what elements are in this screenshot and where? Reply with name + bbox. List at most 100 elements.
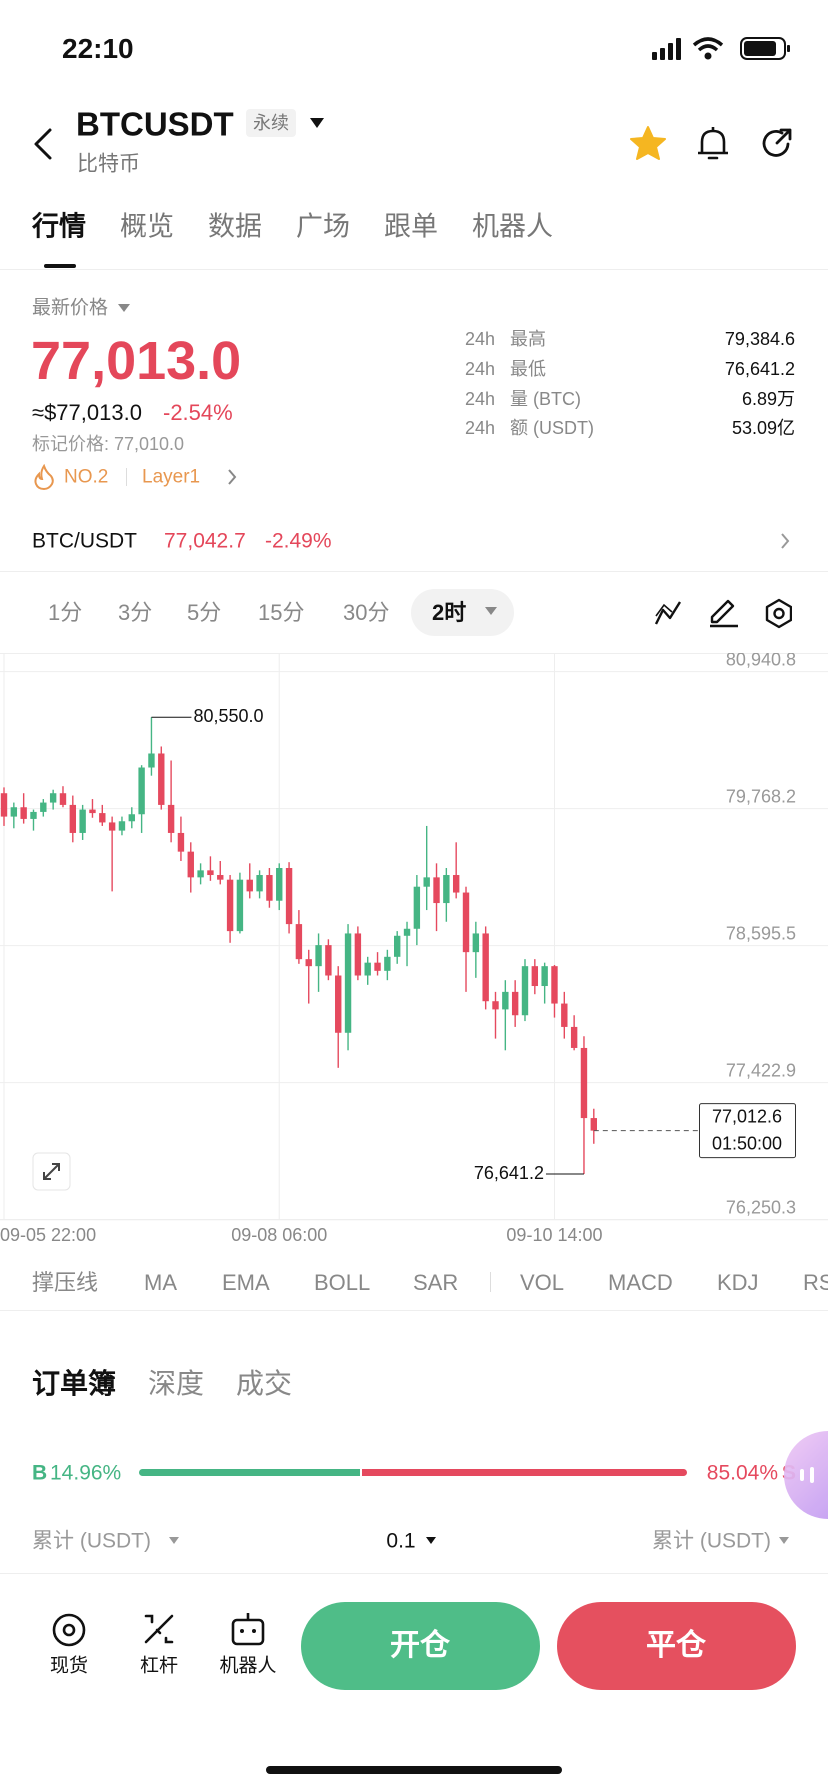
favorite-icon[interactable]: [628, 124, 668, 164]
dropdown[interactable]: [778, 1536, 790, 1545]
tab[interactable]: 行情: [32, 211, 86, 242]
candle-body: [285, 868, 293, 925]
divider: [0, 269, 828, 270]
symbol-dropdown[interactable]: [308, 116, 326, 130]
indicator[interactable]: 撑压线: [32, 1270, 99, 1295]
share-icon[interactable]: [757, 124, 797, 164]
candle-body: [197, 870, 204, 878]
nav-label[interactable]: 杠杆: [139, 1655, 179, 1677]
stat-period: 24h: [465, 418, 496, 438]
orderbook-tab[interactable]: 成交: [236, 1368, 293, 1399]
candle-body: [335, 975, 342, 1033]
dropdown[interactable]: [168, 1536, 180, 1545]
close-button[interactable]: [557, 1602, 796, 1690]
tab[interactable]: 数据: [208, 211, 262, 242]
stat-value: 6.89万: [741, 389, 795, 409]
chart-tools[interactable]: [652, 596, 792, 630]
precision[interactable]: 0.1: [386, 1529, 416, 1553]
candle-body: [20, 807, 27, 819]
spot-chevron[interactable]: [779, 532, 791, 550]
indicator[interactable]: MA: [144, 1270, 177, 1295]
indicator[interactable]: SAR: [413, 1270, 459, 1295]
candle-body: [394, 935, 401, 957]
alert-icon[interactable]: [693, 124, 733, 164]
candle-body: [207, 870, 214, 876]
high-marker-label: 80,550.0: [193, 706, 263, 726]
candle-body: [443, 875, 450, 904]
candle-body: [315, 945, 322, 967]
candle-body: [10, 807, 18, 817]
usd-price: ≈$77,013.0: [32, 400, 142, 425]
stat-label: 量 (BTC): [510, 389, 581, 409]
spot-pair[interactable]: BTC/USDT: [32, 529, 137, 553]
open-label[interactable]: 开仓: [390, 1629, 450, 1662]
candle-body: [79, 809, 86, 833]
indicator[interactable]: VOL: [520, 1270, 565, 1295]
symbol[interactable]: BTCUSDT: [76, 105, 234, 143]
close-label[interactable]: 平仓: [646, 1629, 706, 1662]
stat-label: 额 (USDT): [510, 418, 594, 438]
candle-body: [374, 962, 381, 971]
candle-body: [108, 822, 116, 831]
y-tick-label: 79,768.2: [726, 786, 796, 806]
bottom-nav-icons[interactable]: [0, 1610, 290, 1650]
orderbook-tab[interactable]: 订单簿: [32, 1368, 117, 1399]
orderbook-tab[interactable]: 深度: [148, 1368, 205, 1399]
candle-body: [49, 793, 57, 803]
interval[interactable]: 15分: [258, 600, 305, 625]
candle-body: [158, 753, 165, 805]
interval-dropdown[interactable]: [484, 606, 498, 616]
back-button[interactable]: [30, 126, 60, 162]
fire-icon: [34, 464, 54, 490]
column-left[interactable]: 累计 (USDT): [32, 1529, 151, 1553]
indicator[interactable]: KDJ: [717, 1270, 759, 1295]
x-tick-label: 09-10 14:00: [506, 1225, 602, 1245]
spot-price: 77,042.7: [164, 529, 246, 553]
indicator[interactable]: EMA: [222, 1270, 270, 1295]
stat-label: 最低: [510, 359, 546, 379]
candle-body: [403, 928, 411, 936]
tab[interactable]: 跟单: [384, 211, 438, 242]
nav-label[interactable]: 机器人: [219, 1655, 277, 1677]
status-time: 22:10: [62, 33, 134, 64]
x-tick-label: 09-08 06:00: [231, 1225, 327, 1245]
dropdown[interactable]: [425, 1536, 437, 1545]
interval[interactable]: 1分: [48, 600, 83, 625]
price-dropdown[interactable]: [117, 303, 131, 313]
interval[interactable]: 5分: [187, 600, 222, 625]
stat-value: 53.09亿: [731, 418, 795, 438]
floating-assistant[interactable]: [784, 1431, 828, 1519]
expand-button[interactable]: [32, 1152, 71, 1191]
candle-body: [0, 793, 8, 817]
candle-body: [433, 877, 440, 904]
tab[interactable]: 机器人: [472, 211, 553, 242]
divider: [0, 1310, 828, 1311]
divider: [0, 1573, 828, 1574]
candle-body: [256, 875, 263, 892]
indicator[interactable]: BOLL: [314, 1270, 371, 1295]
column-right[interactable]: 累计 (USDT): [652, 1529, 771, 1553]
tab[interactable]: 概览: [120, 211, 174, 242]
interval[interactable]: 2时: [432, 600, 467, 625]
candle-body: [99, 813, 106, 823]
tab-indicator: [44, 264, 76, 268]
candle-body: [452, 875, 460, 893]
mark-price: 标记价格: 77,010.0: [32, 434, 185, 454]
interval[interactable]: 3分: [118, 600, 153, 625]
candle-body: [551, 966, 558, 1004]
indicator[interactable]: RSI: [803, 1270, 828, 1295]
nav-label[interactable]: 现货: [49, 1655, 89, 1677]
sector-chevron[interactable]: [226, 468, 238, 486]
open-button[interactable]: [301, 1602, 540, 1690]
indicator[interactable]: MACD: [608, 1270, 673, 1295]
candle-body: [413, 886, 421, 929]
stat-label: 最高: [510, 329, 546, 349]
candle-body: [325, 945, 332, 976]
candle-body: [276, 868, 283, 901]
candle-body: [423, 877, 430, 887]
interval[interactable]: 30分: [343, 600, 390, 625]
sector[interactable]: Layer1: [142, 466, 201, 488]
spot-change: -2.49%: [265, 529, 332, 553]
tab[interactable]: 广场: [296, 211, 350, 242]
